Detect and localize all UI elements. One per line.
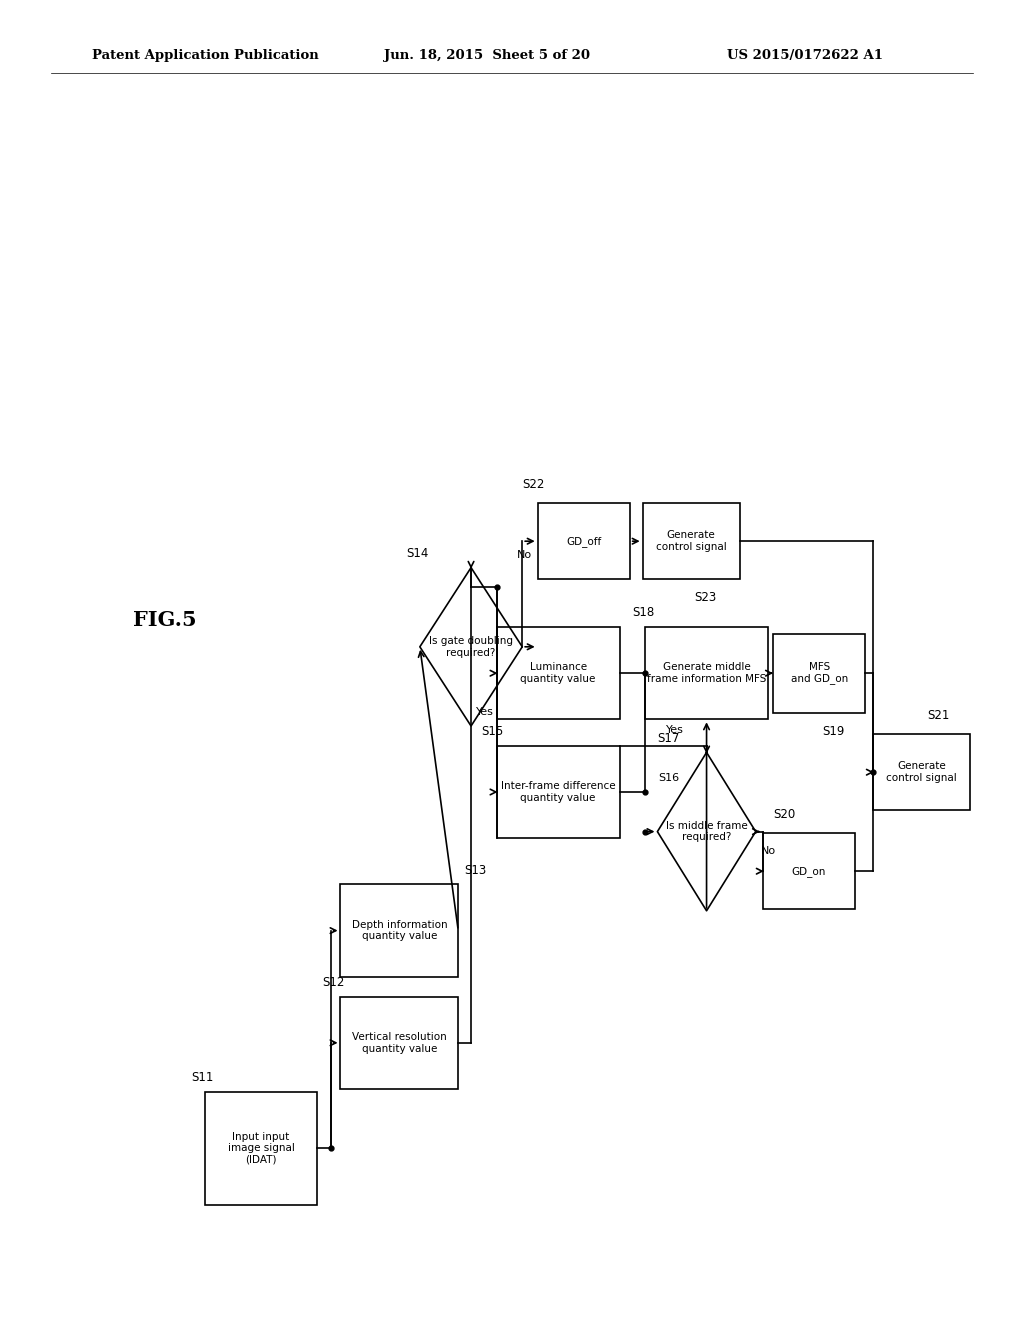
Bar (872, 734, 971, 810)
Polygon shape (420, 568, 522, 726)
Text: GD_off: GD_off (566, 536, 601, 546)
Text: S18: S18 (632, 606, 654, 619)
Text: FIG.5: FIG.5 (133, 610, 197, 631)
Text: S22: S22 (522, 478, 545, 491)
Text: S16: S16 (658, 774, 680, 784)
Text: Yes: Yes (476, 708, 494, 718)
Text: No: No (761, 846, 776, 857)
Text: S20: S20 (773, 808, 796, 821)
Text: Yes: Yes (666, 725, 683, 735)
Bar (497, 746, 620, 838)
Text: Is middle frame
required?: Is middle frame required? (666, 821, 748, 842)
Text: Vertical resolution
quantity value: Vertical resolution quantity value (352, 1032, 446, 1053)
Text: MFS
and GD_on: MFS and GD_on (791, 661, 848, 685)
Text: S11: S11 (191, 1071, 214, 1084)
Text: S23: S23 (694, 590, 717, 603)
Bar (645, 627, 768, 719)
Bar (497, 627, 620, 719)
Text: S13: S13 (464, 863, 486, 876)
Text: Generate
control signal: Generate control signal (886, 762, 957, 783)
Text: Luminance
quantity value: Luminance quantity value (520, 663, 596, 684)
Bar (763, 833, 855, 909)
Text: Inter-frame difference
quantity value: Inter-frame difference quantity value (501, 781, 615, 803)
Text: Generate
control signal: Generate control signal (655, 531, 727, 552)
Text: S21: S21 (928, 709, 950, 722)
Text: Jun. 18, 2015  Sheet 5 of 20: Jun. 18, 2015 Sheet 5 of 20 (384, 49, 590, 62)
Bar (538, 503, 630, 579)
Text: US 2015/0172622 A1: US 2015/0172622 A1 (727, 49, 883, 62)
Text: Input input
image signal
(IDAT): Input input image signal (IDAT) (227, 1131, 295, 1166)
Bar (340, 884, 459, 977)
Bar (340, 997, 459, 1089)
Bar (205, 1093, 317, 1204)
Polygon shape (657, 752, 756, 911)
Text: GD_on: GD_on (792, 866, 826, 876)
Text: S14: S14 (407, 546, 429, 560)
Bar (643, 503, 739, 579)
Text: Is gate doubling
required?: Is gate doubling required? (429, 636, 513, 657)
Text: S15: S15 (481, 725, 504, 738)
Text: No: No (517, 550, 532, 561)
Text: Depth information
quantity value: Depth information quantity value (351, 920, 447, 941)
Text: S19: S19 (822, 725, 845, 738)
Text: Generate middle
frame information MFS: Generate middle frame information MFS (647, 663, 766, 684)
Text: S12: S12 (323, 975, 345, 989)
Bar (773, 634, 865, 713)
Text: S17: S17 (657, 731, 680, 744)
Text: Patent Application Publication: Patent Application Publication (92, 49, 318, 62)
